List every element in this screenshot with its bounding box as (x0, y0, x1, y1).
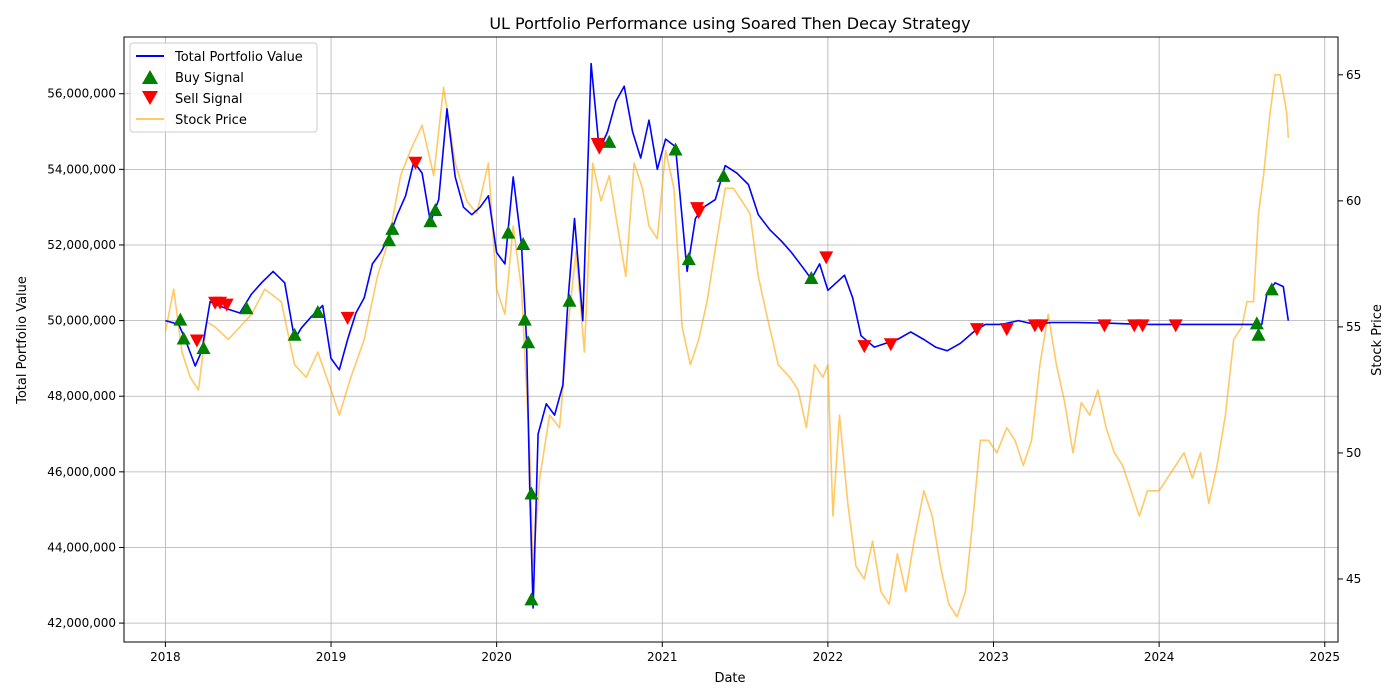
buy-signal-marker (681, 252, 696, 266)
buy-signal-marker (524, 592, 539, 606)
legend-label-sell: Sell Signal (175, 92, 243, 107)
buy-signal-marker (516, 236, 531, 250)
sell-signal-marker (219, 298, 234, 312)
buy-signal-marker (517, 312, 532, 326)
sell-signal-marker (1034, 319, 1049, 333)
x-tick-label: 2018 (150, 650, 181, 664)
y-tick-label: 52,000,000 (47, 238, 116, 252)
legend-label-portfolio: Total Portfolio Value (174, 50, 303, 65)
x-tick-label: 2022 (813, 650, 844, 664)
y-tick-label: 56,000,000 (47, 87, 116, 101)
buy-signal-marker (381, 233, 396, 247)
y2-tick-label: 55 (1346, 320, 1361, 334)
y2-tick-label: 45 (1346, 572, 1361, 586)
buy-signal-marker (524, 486, 539, 500)
legend-label-price: Stock Price (175, 113, 247, 128)
stock-price-line (164, 74, 1290, 618)
buy-signal-marker (804, 271, 819, 284)
portfolio-value-line (165, 62, 1290, 609)
x-tick-label: 2023 (978, 650, 1009, 664)
y2-axis-label: Stock Price (1370, 304, 1385, 376)
sell-signal-marker (999, 323, 1014, 337)
y2-axis: 45 50 55 60 65 (1338, 68, 1361, 586)
buy-signal-marker (287, 327, 302, 341)
sell-signal-marker (857, 340, 872, 354)
sell-signal-marker (592, 141, 607, 155)
sell-signal-marker (883, 338, 898, 352)
y-tick-label: 42,000,000 (47, 616, 116, 630)
buy-signal-marker (196, 340, 211, 354)
legend-swatch-buy (142, 70, 158, 84)
x-axis-label: Date (714, 671, 745, 686)
y-tick-label: 54,000,000 (47, 162, 116, 176)
legend-label-buy: Buy Signal (175, 71, 244, 86)
buy-signal-marker (385, 221, 400, 235)
buy-signal-marker (1249, 316, 1264, 330)
buy-signal-marker (501, 225, 516, 239)
y2-tick-label: 65 (1346, 68, 1361, 82)
sell-signal-marker (340, 311, 355, 325)
y2-tick-label: 50 (1346, 446, 1361, 460)
buy-signal-marker (423, 214, 438, 228)
y2-tick-label: 60 (1346, 194, 1361, 208)
x-tick-label: 2024 (1144, 650, 1175, 664)
buy-signal-marker (239, 301, 254, 315)
sell-signal-marker (819, 251, 834, 265)
sell-signal-marker (1135, 319, 1150, 333)
buy-signal-marker (176, 331, 191, 345)
y-tick-label: 50,000,000 (47, 314, 116, 328)
legend: Total Portfolio Value Buy Signal Sell Si… (129, 42, 318, 133)
legend-box (129, 42, 318, 133)
sell-signal-marker (969, 323, 984, 337)
sell-signal-marker (189, 334, 204, 348)
x-tick-label: 2025 (1309, 650, 1340, 664)
y-axis: 42,000,000 44,000,000 46,000,000 48,000,000… (47, 87, 124, 630)
portfolio-value-layer (165, 62, 1290, 609)
stock-price-layer (164, 74, 1290, 618)
buy-signal-marker (173, 312, 188, 326)
y-axis-label: Total Portfolio Value (15, 276, 30, 405)
buy-signal-marker (1264, 282, 1279, 296)
chart-title: UL Portfolio Performance using Soared Th… (489, 14, 970, 33)
buy-signal-marker (668, 142, 683, 156)
buy-signal-marker (428, 202, 443, 216)
buy-signal-marker (310, 305, 325, 319)
x-tick-label: 2019 (316, 650, 347, 664)
sell-signal-marker (691, 205, 706, 219)
sell-signal-marker (1097, 319, 1112, 333)
legend-swatch-sell (142, 91, 158, 105)
buy-signal-marker (562, 293, 577, 307)
x-tick-label: 2020 (481, 650, 512, 664)
sell-signal-marker (1168, 319, 1183, 333)
y-tick-label: 44,000,000 (47, 540, 116, 554)
buy-signal-marker (716, 168, 731, 182)
plot-frame (123, 36, 1339, 643)
x-axis: 2018 2019 2020 2021 2022 2023 2024 2025 (150, 642, 1340, 664)
y-tick-label: 46,000,000 (47, 465, 116, 479)
signal-markers (173, 134, 1279, 606)
buy-signal-marker (1251, 327, 1266, 341)
buy-signal-marker (602, 134, 617, 148)
buy-signal-marker (521, 335, 536, 349)
x-tick-label: 2021 (647, 650, 678, 664)
y-tick-label: 48,000,000 (47, 389, 116, 403)
sell-signal-marker (408, 156, 423, 170)
